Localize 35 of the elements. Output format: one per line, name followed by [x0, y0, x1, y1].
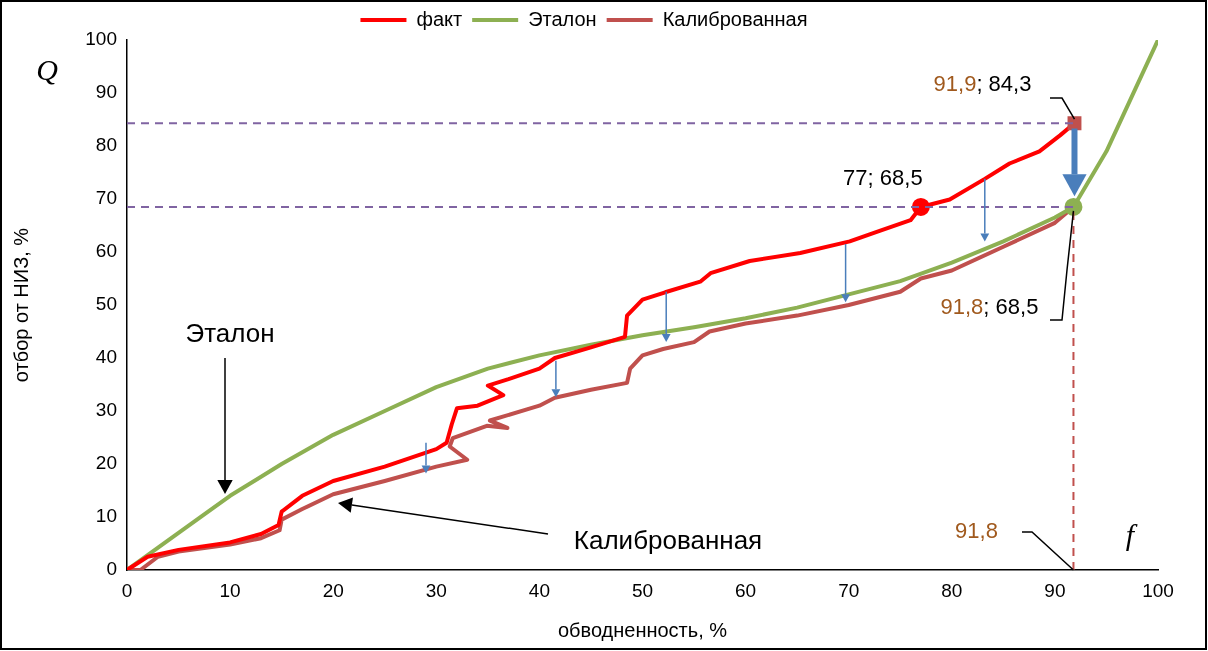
x-tick-label: 10 [219, 579, 241, 601]
y-tick-label: 50 [95, 293, 117, 315]
x-tick-label: 0 [121, 579, 133, 601]
annotation: 91,8 [955, 518, 998, 544]
y-tick-label: 20 [95, 452, 117, 474]
y-tick-label: 80 [95, 134, 117, 156]
y-tick-label: 0 [106, 558, 117, 580]
y-tick-label: 40 [95, 346, 117, 368]
x-tick-label: 90 [1044, 579, 1066, 601]
x-tick-label: 20 [322, 579, 344, 601]
legend-label: факт [416, 7, 463, 30]
x-tick-label: 40 [528, 579, 550, 601]
annotation: Калиброванная [573, 525, 763, 556]
y-tick-label: 10 [95, 505, 117, 527]
legend-label: Эталон [528, 7, 597, 30]
text: Q [36, 52, 59, 86]
annotation: 77; 68,5 [843, 165, 923, 191]
annotation: 91,9; 84,3 [933, 71, 1032, 97]
legend-label: Калиброванная [662, 7, 808, 30]
x-tick-label: 100 [1142, 579, 1174, 601]
y-tick-label: 30 [95, 399, 117, 421]
x-tick-label: 80 [941, 579, 963, 601]
x-tick-label: 60 [735, 579, 757, 601]
x-tick-label: 30 [425, 579, 447, 601]
y-tick-label: 90 [95, 81, 117, 103]
y-tick-label: 60 [95, 240, 117, 262]
x-tick-label: 70 [838, 579, 860, 601]
y-axis-title: отбор от НИЗ, % [9, 227, 32, 383]
x-tick-label: 50 [631, 579, 654, 601]
y-tick-label: 70 [95, 187, 117, 209]
annotation: f [1125, 517, 1138, 551]
annotation: Эталон [185, 318, 275, 349]
annotation: 91,8; 68,5 [940, 294, 1039, 320]
x-axis-title: обводненность, % [557, 618, 728, 641]
y-tick-label: 100 [85, 28, 117, 50]
